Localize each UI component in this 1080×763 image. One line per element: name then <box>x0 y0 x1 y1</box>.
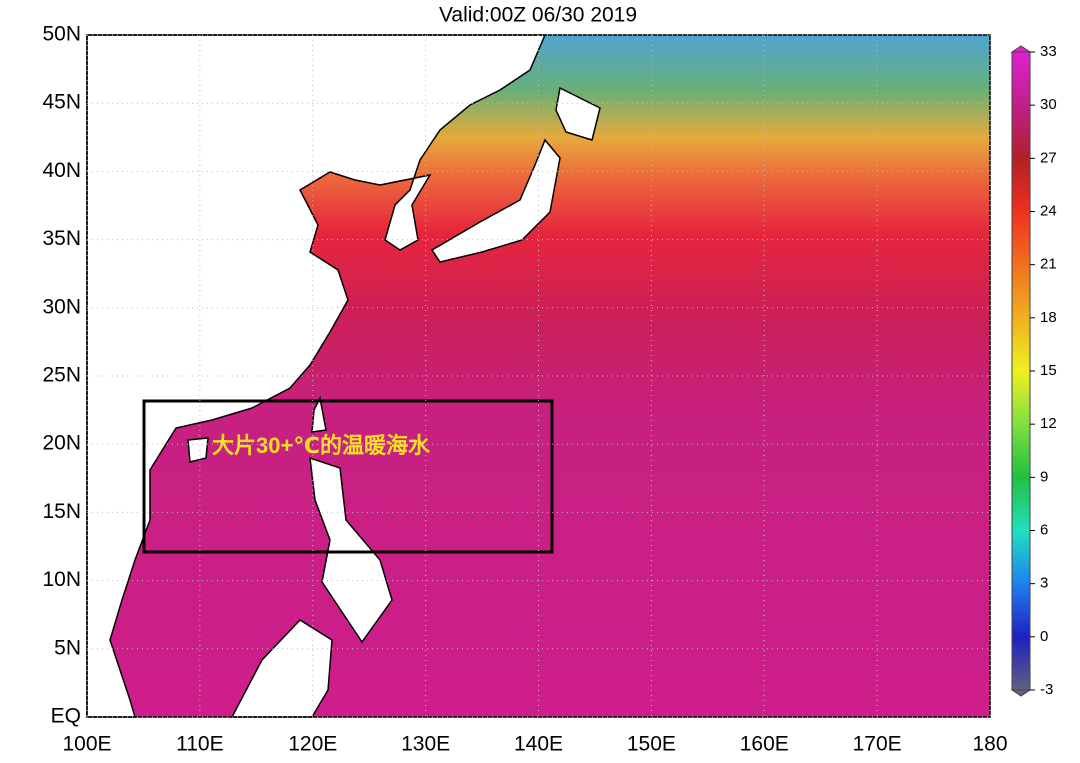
lat-label: 10N <box>42 568 81 591</box>
lon-label: 130E <box>401 733 450 756</box>
colorbar-bottom-arrow <box>1010 689 1032 697</box>
hokkaido <box>555 86 601 141</box>
lat-label: 15N <box>42 500 81 523</box>
philippines <box>309 456 393 644</box>
title: Valid:00Z 06/30 2019 <box>439 4 637 27</box>
map: 大片30+℃的温暖海水 <box>86 34 991 718</box>
honshu <box>430 138 561 263</box>
colorbar-top-arrow <box>1010 45 1032 53</box>
lon-label: 150E <box>627 733 676 756</box>
colorbar-tick-label: 24 <box>1040 202 1057 219</box>
colorbar-tick-label: 15 <box>1040 362 1057 379</box>
lat-label: 25N <box>42 364 81 387</box>
lat-label: 40N <box>42 159 81 182</box>
lon-label: 120E <box>288 733 337 756</box>
lon-label: 110E <box>176 733 224 756</box>
highlight-box <box>142 399 554 554</box>
colorbar-tick-label: 0 <box>1040 628 1048 645</box>
colorbar-tick-label: 18 <box>1040 309 1057 326</box>
lat-label: 35N <box>42 227 81 250</box>
hainan <box>187 437 209 463</box>
lon-label: 180 <box>972 733 1007 756</box>
colorbar-tick-label: 33 <box>1040 43 1057 60</box>
colorbar <box>1011 51 1031 691</box>
colorbar-tick-label: 3 <box>1040 575 1048 592</box>
lat-label: 45N <box>42 91 81 114</box>
colorbar-tick-label: 9 <box>1040 468 1048 485</box>
lon-label: 170E <box>853 733 902 756</box>
taiwan <box>311 395 327 433</box>
colorbar-tick-label: 6 <box>1040 521 1048 538</box>
lat-label: 5N <box>54 636 81 659</box>
lat-label: EQ <box>51 705 81 728</box>
colorbar-tick-label: 12 <box>1040 415 1057 432</box>
colorbar-tick-label: 21 <box>1040 256 1057 273</box>
colorbar-tick-label: -3 <box>1040 681 1053 698</box>
annotation: 大片30+℃的温暖海水 <box>212 433 431 458</box>
lat-label: 30N <box>42 295 81 318</box>
mainland <box>86 34 547 718</box>
lat-label: 20N <box>42 432 81 455</box>
lon-label: 160E <box>740 733 789 756</box>
colorbar-tick-label: 30 <box>1040 96 1057 113</box>
lon-label: 100E <box>62 733 111 756</box>
colorbar-tick-label: 27 <box>1040 149 1057 166</box>
lon-label: 140E <box>514 733 563 756</box>
lat-label: 50N <box>42 23 81 46</box>
